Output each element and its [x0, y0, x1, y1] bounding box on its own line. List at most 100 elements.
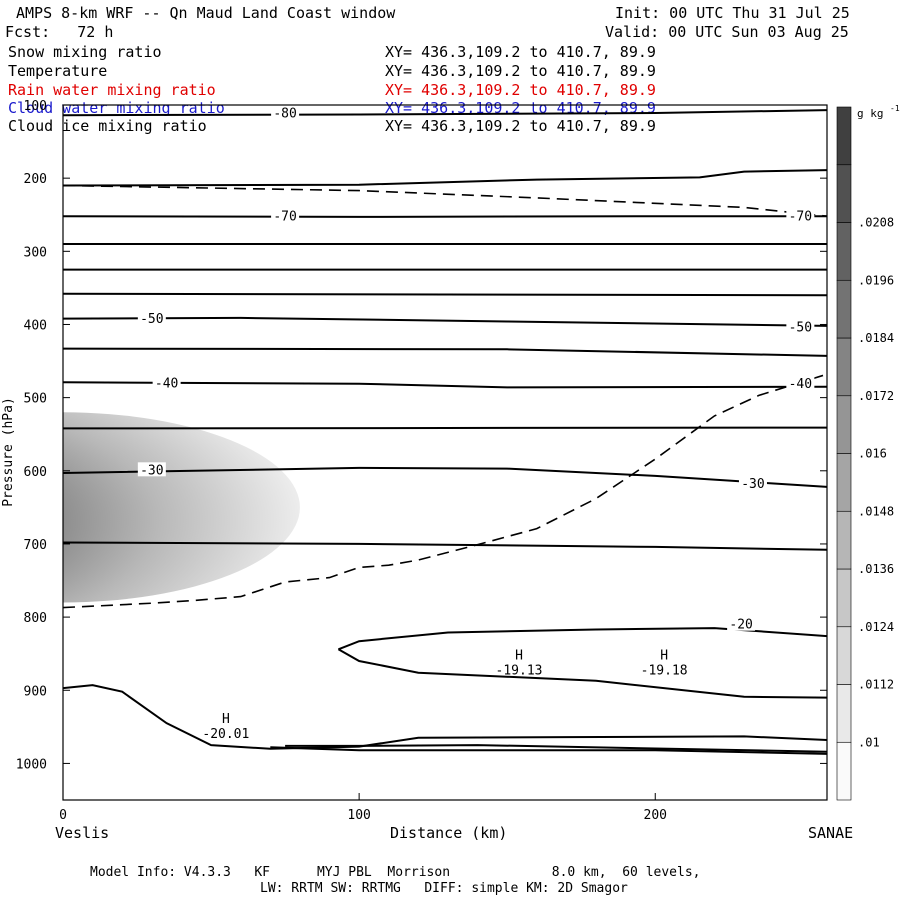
isotherm-line	[337, 648, 827, 699]
y-tick-label: 1000	[16, 757, 47, 772]
colorbar-bin	[836, 337, 852, 397]
field-name-cloud-ice: Cloud ice mixing ratio	[8, 117, 207, 135]
model-info-line2: LW: RRTM SW: RRTMG DIFF: simple KM: 2D S…	[260, 881, 628, 896]
field-name-rain: Rain water mixing ratio	[8, 81, 216, 99]
x-tick-label: 0	[59, 808, 67, 823]
isotherm-label: -40	[789, 377, 812, 392]
chart-title: AMPS 8-km WRF -- Qn Maud Land Coast wind…	[16, 4, 396, 22]
isotherm-label: -70	[789, 209, 812, 224]
colorbar-bin	[836, 626, 852, 685]
colorbar-bin	[836, 510, 852, 570]
y-axis-title: Pressure (hPa)	[0, 397, 16, 507]
isotherm-label: -50	[140, 312, 163, 327]
field-xy-cloud-ice: XY= 436.3,109.2 to 410.7, 89.9	[385, 117, 656, 135]
isotherm-label-bg	[738, 476, 767, 491]
isotherm-label-bg	[271, 208, 300, 223]
y-tick-label: 300	[24, 245, 47, 260]
colorbar-bin	[836, 222, 852, 281]
colorbar-bin	[836, 106, 852, 166]
colorbar-bin	[836, 568, 852, 628]
colorbar-bin	[836, 279, 852, 339]
colorbar-bin	[836, 684, 852, 743]
right-endpoint-label: SANAE	[808, 824, 854, 842]
isotherm-line	[63, 316, 827, 327]
colorbar-bin	[836, 453, 852, 512]
isotherm-line	[270, 746, 827, 755]
isotherm-label: -80	[273, 106, 296, 121]
colorbar-label: .0136	[858, 562, 894, 576]
model-info-line1: Model Info: V4.3.3 KF MYJ PBL Morrison 8…	[90, 865, 701, 880]
isotherm-label-bg	[786, 319, 815, 334]
colorbar-bin	[836, 164, 852, 223]
colorbar-label: .0124	[858, 620, 894, 634]
colorbar-unit-exponent: -1	[890, 104, 900, 113]
field-xy-temperature: XY= 436.3,109.2 to 410.7, 89.9	[385, 62, 656, 80]
isotherm-line	[63, 215, 827, 218]
x-tick-label: 200	[644, 808, 667, 823]
high-value-label: -19.18	[641, 663, 688, 678]
snow-shade-region	[63, 412, 300, 603]
y-tick-label: 400	[24, 318, 47, 333]
field-xy-snow: XY= 436.3,109.2 to 410.7, 89.9	[385, 43, 656, 61]
plot-frame	[62, 104, 828, 801]
isotherm-label-bg	[152, 375, 181, 390]
colorbar-unit: g kg	[857, 107, 884, 120]
colorbar-label: .0172	[858, 389, 894, 403]
isotherm-line	[63, 466, 827, 488]
colorbar-label: .01	[858, 735, 880, 749]
y-tick-label: 100	[24, 99, 47, 114]
forecast-hour: Fcst: 72 h	[5, 23, 114, 41]
y-tick-label: 700	[24, 538, 47, 553]
isotherm-label: -30	[741, 477, 764, 492]
isotherm-label: -20	[729, 618, 752, 633]
field-xy-cloud-water: XY= 436.3,109.2 to 410.7, 89.9	[385, 99, 656, 117]
y-tick-label: 500	[24, 392, 47, 407]
valid-time: Valid: 00 UTC Sun 03 Aug 25	[605, 23, 849, 41]
y-tick-label: 800	[24, 611, 47, 626]
isotherm-line	[338, 627, 827, 651]
high-value-label: -19.13	[496, 663, 543, 678]
isotherm-label: -40	[155, 376, 178, 391]
colorbar-label: .0112	[858, 678, 894, 692]
isotherm-line	[63, 169, 827, 187]
high-marker: H	[660, 648, 668, 663]
isotherm-label-bg	[271, 105, 300, 120]
colorbar: .01 .0112 .0124 .0136 .0148 .016 .0172 .0184 .01…	[836, 104, 900, 801]
isotherm-label-bg	[137, 310, 166, 325]
isotherm-label-bg	[727, 616, 756, 631]
snow-mixing-ratio-shading	[63, 412, 300, 603]
isotherm-line	[63, 292, 827, 297]
isotherm-line	[63, 347, 827, 357]
left-endpoint-label: Veslis	[55, 824, 110, 842]
isotherm-line	[63, 381, 827, 389]
colorbar-label: .0148	[858, 504, 894, 518]
colorbar-label: .016	[858, 447, 887, 461]
y-tick-label: 600	[24, 465, 47, 480]
field-xy-rain: XY= 436.3,109.2 to 410.7, 89.9	[385, 81, 656, 99]
colorbar-label: .0184	[858, 331, 894, 345]
colorbar-bin	[836, 741, 852, 801]
isotherm-line	[285, 744, 827, 753]
x-tick-label: 100	[347, 808, 370, 823]
isotherm-label-bg	[137, 462, 166, 477]
field-name-snow: Snow mixing ratio	[8, 43, 162, 61]
y-tick-label: 900	[24, 684, 47, 699]
high-marker: H	[222, 712, 230, 727]
field-name-temperature: Temperature	[8, 62, 108, 80]
isotherm-line	[63, 684, 827, 750]
isotherm-line	[63, 426, 827, 430]
isotherm-label: -50	[789, 321, 812, 336]
isotherm-label-bg	[786, 208, 815, 223]
isotherm-line	[63, 109, 827, 117]
y-tick-label: 200	[24, 172, 47, 187]
isotherm-label-bg	[786, 376, 815, 390]
colorbar-bin	[836, 395, 852, 454]
colorbar-label: .0208	[858, 216, 894, 230]
high-value-label: -20.01	[202, 727, 249, 742]
field-name-cloud-water: Cloud water mixing ratio	[8, 99, 225, 117]
x-axis-title: Distance (km)	[390, 824, 508, 842]
dashed-contour-line	[63, 184, 827, 217]
isotherm-label: -70	[273, 209, 296, 224]
isotherm-label: -30	[140, 463, 163, 478]
